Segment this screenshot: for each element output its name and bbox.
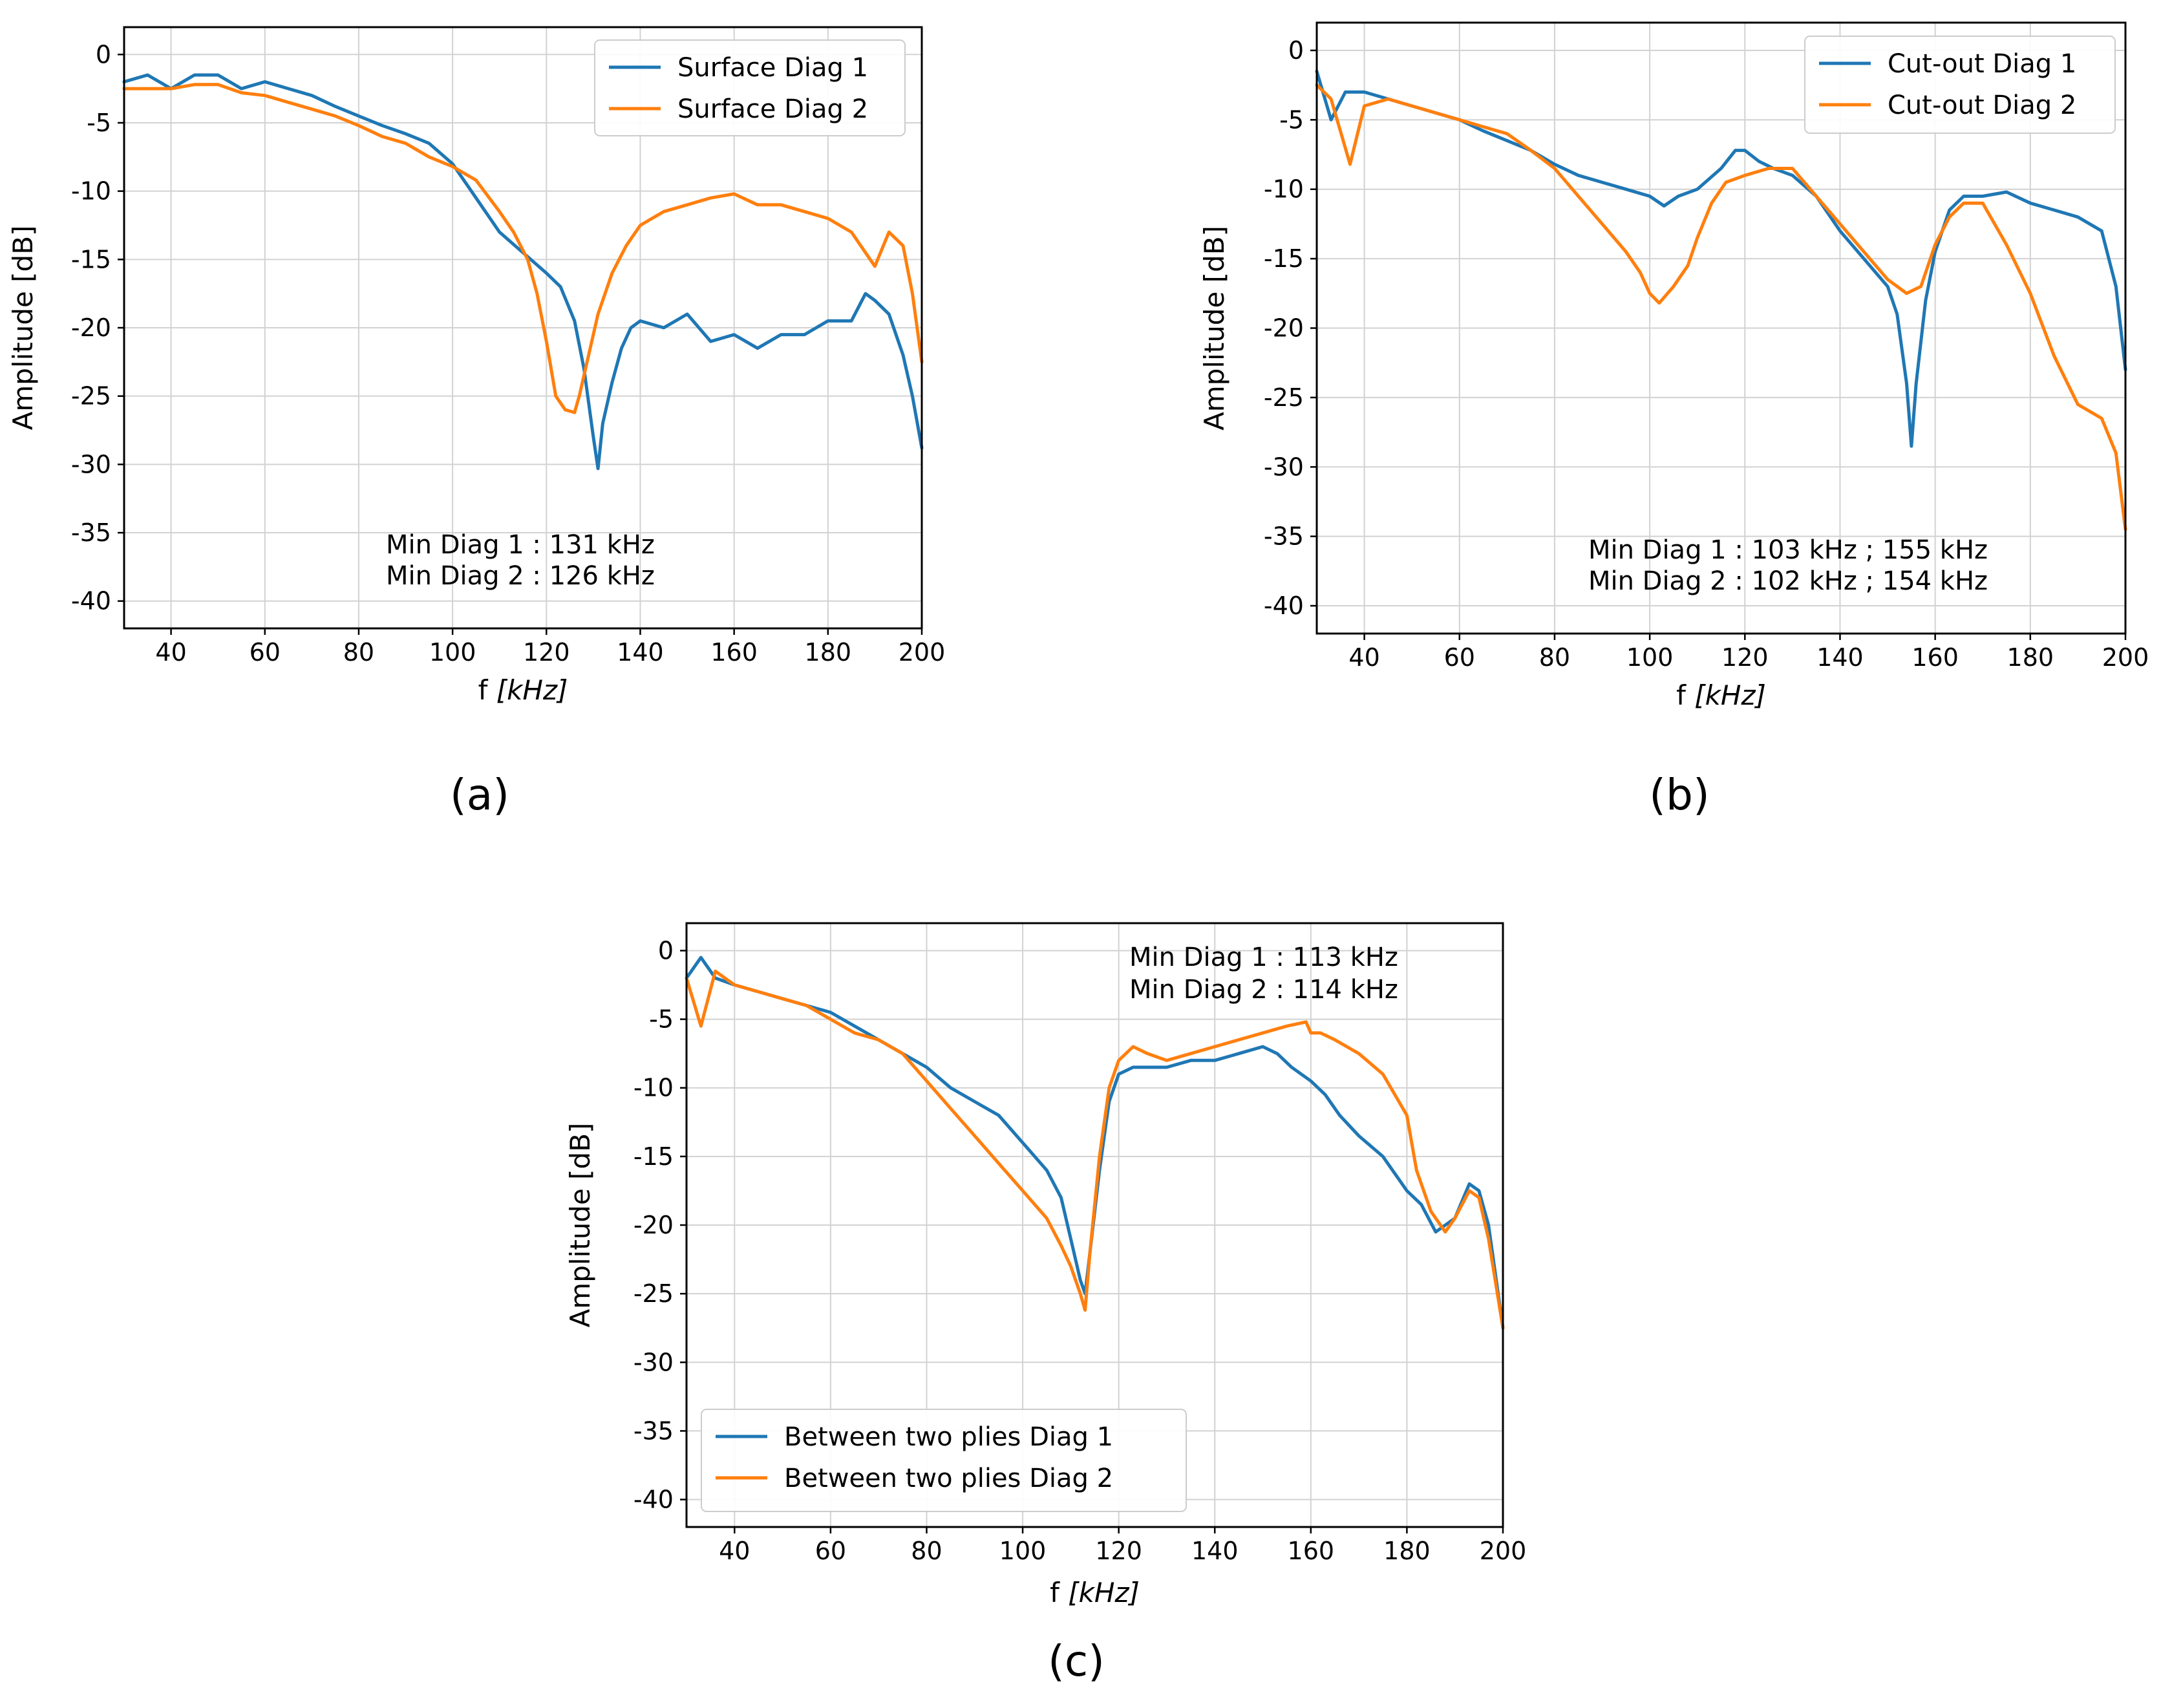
y-tick-label: -10 — [1264, 175, 1304, 204]
y-tick-label: -5 — [87, 109, 111, 137]
x-tick-label: 100 — [429, 638, 476, 667]
x-axis-label: f [kHz] — [478, 674, 568, 706]
y-tick-label: -5 — [1279, 105, 1304, 134]
legend-box — [701, 1409, 1187, 1512]
legend-label-diag-1: Surface Diag 1 — [677, 53, 868, 83]
x-tick-label: 140 — [617, 638, 664, 667]
y-tick-label: -10 — [633, 1074, 674, 1102]
min-annotation-1: Min Diag 1 : 131 kHz — [386, 530, 655, 560]
y-tick-label: 0 — [96, 40, 111, 69]
y-tick-label: -30 — [633, 1348, 674, 1376]
x-tick-label: 180 — [1383, 1537, 1431, 1565]
y-axis-label: Amplitude [dB] — [1198, 226, 1230, 431]
y-axis-label: Amplitude [dB] — [7, 226, 39, 431]
panel-caption: (c) — [1048, 1636, 1105, 1686]
x-tick-label: 120 — [1095, 1537, 1142, 1565]
x-tick-label: 200 — [2102, 643, 2149, 672]
x-tick-label: 40 — [719, 1537, 750, 1565]
series-line-diag-2 — [685, 969, 1505, 1330]
x-tick-label: 140 — [1816, 643, 1864, 672]
x-tick-label: 200 — [899, 638, 946, 667]
y-tick-label: -25 — [71, 382, 111, 411]
chart-panel-c: 40 60 80 100 120 140 160 180 200 0 -5 -10 -15 -20 -25 -… — [564, 922, 1527, 1686]
y-tick-label: -35 — [1264, 522, 1304, 551]
min-annotation-1: Min Diag 1 : 113 kHz — [1129, 943, 1398, 972]
x-tick-label: 200 — [1480, 1537, 1527, 1565]
x-axis-label: f [kHz] — [1050, 1577, 1140, 1608]
x-tick-label: 80 — [343, 638, 374, 667]
y-tick-label: -20 — [1264, 314, 1304, 343]
y-tick-label: -35 — [633, 1416, 674, 1445]
y-tick-label: -30 — [71, 450, 111, 478]
x-tick-label: 100 — [1626, 643, 1674, 672]
min-annotation-2: Min Diag 2 : 126 kHz — [386, 561, 655, 591]
min-annotation-2: Min Diag 2 : 114 kHz — [1129, 975, 1398, 1005]
legend-label-diag-2: Cut-out Diag 2 — [1888, 91, 2076, 120]
y-tick-label: -25 — [1264, 383, 1304, 412]
panel-caption: (b) — [1649, 770, 1709, 820]
y-tick-label: -40 — [633, 1486, 674, 1514]
y-tick-label: -35 — [71, 518, 111, 547]
y-tick-label: -25 — [633, 1279, 674, 1308]
x-tick-label: 40 — [1348, 643, 1379, 672]
y-tick-label: -5 — [649, 1005, 674, 1034]
legend-label-diag-2: Between two plies Diag 2 — [784, 1464, 1113, 1493]
legend-label-diag-2: Surface Diag 2 — [677, 94, 868, 124]
x-tick-label: 60 — [1444, 643, 1475, 672]
x-tick-label: 80 — [1539, 643, 1570, 672]
series-line-diag-2 — [1315, 83, 2127, 531]
y-tick-label: -30 — [1264, 453, 1304, 481]
y-tick-label: -10 — [71, 177, 111, 206]
y-tick-label: -20 — [71, 314, 111, 342]
x-tick-label: 40 — [155, 638, 186, 667]
x-tick-label: 120 — [523, 638, 570, 667]
series-line-diag-2 — [122, 83, 924, 414]
x-tick-label: 120 — [1721, 643, 1769, 672]
panel-caption: (a) — [450, 770, 509, 820]
y-tick-label: -20 — [633, 1211, 674, 1239]
x-tick-label: 160 — [1911, 643, 1959, 672]
y-tick-label: -15 — [71, 245, 111, 273]
x-tick-label: 160 — [710, 638, 758, 667]
series-line-diag-1 — [685, 955, 1505, 1330]
x-tick-label: 160 — [1288, 1537, 1335, 1565]
x-tick-label: 60 — [250, 638, 281, 667]
y-tick-label: 0 — [658, 936, 674, 965]
y-axis-label: Amplitude [dB] — [564, 1123, 596, 1328]
chart-panel-b: 40 60 80 100 120 140 160 180 200 0 -5 -10 -15 -20 -25 -… — [1198, 21, 2149, 820]
chart-panel-a: 40 60 80 100 120 140 160 180 200 0 -5 -10 -15 -20 -25 -… — [7, 26, 946, 820]
y-tick-label: -15 — [1264, 244, 1304, 273]
y-tick-label: 0 — [1288, 36, 1304, 65]
x-axis-label: f [kHz] — [1676, 679, 1766, 711]
x-tick-label: 140 — [1191, 1537, 1239, 1565]
y-tick-label: -15 — [633, 1142, 674, 1171]
legend-box — [1804, 36, 2116, 134]
legend-label-diag-1: Cut-out Diag 1 — [1888, 49, 2076, 79]
x-tick-label: 180 — [2007, 643, 2054, 672]
x-tick-label: 80 — [911, 1537, 942, 1565]
legend-label-diag-1: Between two plies Diag 1 — [784, 1422, 1113, 1452]
min-annotation-1: Min Diag 1 : 103 kHz ; 155 kHz — [1588, 535, 1988, 565]
min-annotation-2: Min Diag 2 : 102 kHz ; 154 kHz — [1588, 566, 1988, 596]
x-tick-label: 100 — [999, 1537, 1047, 1565]
y-tick-label: -40 — [1264, 592, 1304, 620]
x-tick-label: 60 — [815, 1537, 846, 1565]
x-tick-label: 180 — [805, 638, 852, 667]
y-tick-label: -40 — [71, 587, 111, 615]
legend-box — [594, 39, 906, 136]
